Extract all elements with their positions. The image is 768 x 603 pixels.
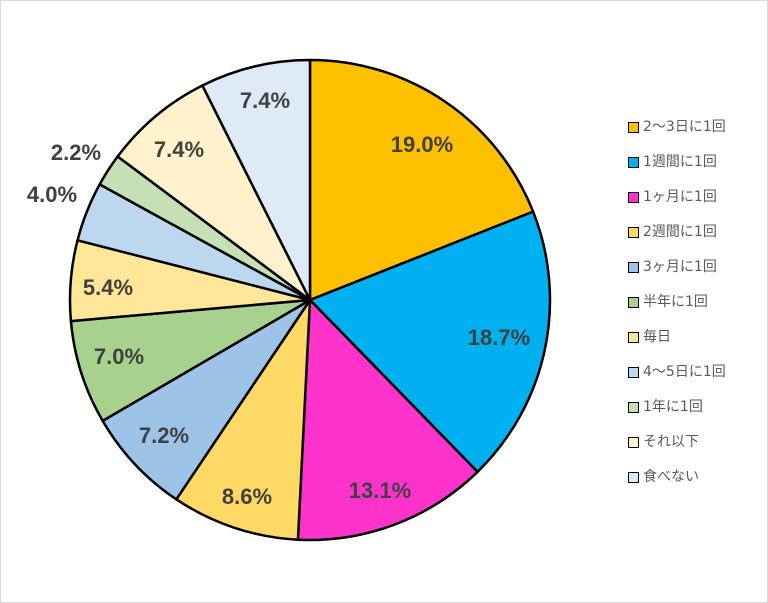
slice-data-label: 7.4%: [240, 88, 290, 113]
pie-slice: [101, 298, 312, 501]
pie-slice: [308, 58, 535, 302]
slice-data-label: 18.7%: [468, 325, 530, 350]
legend-item: 1ヶ月に1回: [628, 183, 766, 218]
legend-swatch: [628, 402, 639, 413]
slice-data-label: 13.1%: [349, 478, 411, 503]
legend-swatch: [628, 472, 639, 483]
slice-data-label: 5.4%: [83, 275, 133, 300]
chart-legend: 2〜3日に1回 1週間に1回 1ヶ月に1回 2週間に1回 3ヶ月に1回 半年に1回毎日 4〜…: [628, 113, 766, 498]
legend-label: 2週間に1回: [643, 224, 717, 240]
pie-slice: [116, 84, 312, 302]
legend-item: 3ヶ月に1回: [628, 253, 766, 288]
legend-label: 1ヶ月に1回: [643, 189, 717, 205]
legend-label: それ以下: [643, 434, 699, 450]
legend-item: それ以下: [628, 428, 766, 463]
legend-swatch: [628, 437, 639, 448]
slice-data-label: 4.0%: [27, 182, 77, 207]
legend-swatch: [628, 157, 639, 168]
legend-swatch: [628, 227, 639, 238]
legend-swatch: [628, 332, 639, 343]
slice-data-label: 2.2%: [51, 140, 101, 165]
legend-swatch: [628, 297, 639, 308]
legend-swatch: [628, 367, 639, 378]
legend-item: 半年に1回: [628, 288, 766, 323]
slice-data-label: 7.4%: [154, 137, 204, 162]
slice-data-label: 7.2%: [139, 423, 189, 448]
legend-item: 2週間に1回: [628, 218, 766, 253]
legend-swatch: [628, 122, 639, 133]
legend-item: 食べない: [628, 463, 766, 498]
legend-label: 食べない: [643, 469, 699, 485]
pie-slice: [201, 58, 312, 302]
slice-data-label: 19.0%: [391, 132, 453, 157]
legend-label: 3ヶ月に1回: [643, 259, 717, 275]
legend-label: 1週間に1回: [643, 154, 717, 170]
legend-item: 4〜5日に1回: [628, 358, 766, 393]
pie-slice: [308, 210, 552, 474]
pie-slice: [175, 298, 312, 541]
legend-label: 1年に1回: [643, 399, 703, 415]
legend-swatch: [628, 192, 639, 203]
legend-item: 1週間に1回: [628, 148, 766, 183]
legend-label: 毎日: [643, 329, 671, 345]
legend-label: 半年に1回: [643, 294, 708, 310]
legend-label: 4〜5日に1回: [643, 364, 726, 380]
legend-item: 2〜3日に1回: [628, 113, 766, 148]
legend-swatch: [628, 262, 639, 273]
legend-label: 2〜3日に1回: [643, 119, 726, 135]
pie-slice: [69, 298, 312, 423]
pie-slice: [296, 298, 479, 542]
slice-data-label: 8.6%: [222, 484, 272, 509]
legend-item: 毎日: [628, 323, 766, 358]
legend-item: 1年に1回: [628, 393, 766, 428]
slice-data-label: 7.0%: [94, 344, 144, 369]
